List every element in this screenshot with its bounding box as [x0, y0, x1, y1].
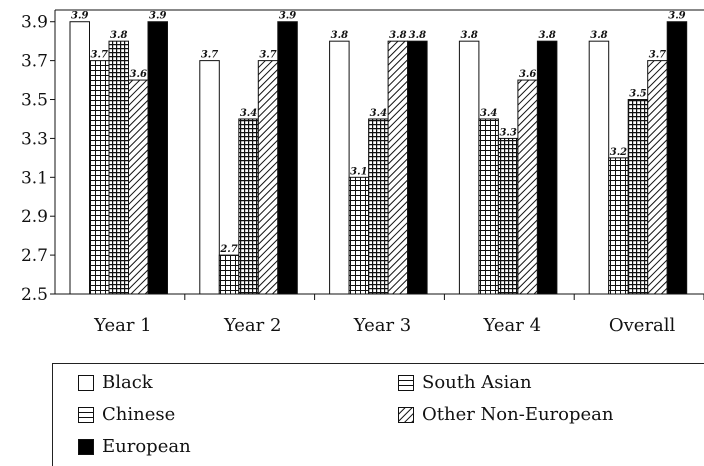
legend-item-south-asian: South Asian [398, 372, 532, 393]
legend-item-other-non-european: Other Non-European [398, 404, 614, 425]
bar-black-year-1 [69, 21, 90, 295]
legend-label: Black [102, 372, 153, 393]
data-label: 3.8 [590, 30, 607, 41]
legend-label: European [102, 436, 191, 457]
bar-chinese-year-2 [238, 118, 259, 295]
data-label: 3.8 [460, 30, 477, 41]
bar-other-non-european-year-1 [128, 79, 149, 295]
bars [69, 21, 688, 295]
bar-european-year-1 [147, 21, 168, 295]
bar-south-asian-year-2 [218, 254, 240, 295]
bar-south-asian-year-1 [89, 60, 110, 295]
data-label: 3.7 [649, 50, 666, 61]
bar-other-non-european-year-4 [517, 79, 538, 295]
legend-swatch [398, 374, 414, 391]
legend-label: Chinese [102, 404, 176, 425]
legend-label: South Asian [422, 372, 532, 393]
bar-black-year-2 [199, 60, 220, 295]
bar-chinese-year-4 [497, 137, 519, 295]
bar-chinese-year-3 [368, 118, 389, 295]
legend-swatch [398, 406, 414, 423]
x-tick-label: Overall [609, 315, 676, 336]
bar-other-non-european-overall [647, 60, 668, 295]
data-label: 3.8 [538, 30, 555, 41]
axes: 2.5 2.7 2.9 3.1 3.3 3.5 3.7 3.9 Year 1 Year 2 Year… [21, 9, 704, 336]
data-label: 3.7 [201, 50, 218, 61]
bar-black-year-4 [458, 40, 480, 295]
x-tick-label: Year 2 [223, 315, 281, 336]
y-tick-label: 2.5 [21, 285, 48, 305]
bar-south-asian-year-3 [348, 176, 370, 295]
data-label: 3.8 [389, 30, 406, 41]
bar-black-overall [588, 40, 610, 295]
data-label: 3.4 [480, 108, 497, 119]
bar-european-overall [666, 21, 688, 295]
y-tick-label: 3.5 [21, 91, 48, 111]
x-tick-label: Year 1 [93, 315, 151, 336]
bar-chinese-overall [627, 99, 649, 295]
data-label: 3.7 [91, 50, 108, 61]
data-label: 3.6 [519, 69, 536, 80]
data-labels: 3.93.73.83.63.93.72.73.43.73.93.83.13.43… [71, 11, 686, 255]
legend-swatch [78, 438, 94, 455]
legend-item-european: European [78, 436, 191, 457]
data-label: 3.9 [149, 11, 166, 22]
bar-european-year-3 [407, 40, 428, 295]
legend-label: Other Non-European [422, 404, 614, 425]
bar-european-year-2 [277, 21, 298, 295]
bar-european-year-4 [536, 40, 558, 295]
data-label: 3.9 [71, 11, 88, 22]
y-tick-label: 2.9 [21, 207, 48, 227]
data-label: 3.1 [350, 166, 367, 177]
data-label: 3.4 [240, 108, 257, 119]
data-label: 3.8 [409, 30, 426, 41]
legend: Black South Asian Chinese Other Non-Europea… [52, 363, 704, 466]
legend-swatch [78, 374, 94, 391]
data-label: 3.8 [331, 30, 348, 41]
data-label: 3.7 [259, 50, 276, 61]
y-tick-label: 2.7 [21, 246, 48, 266]
bar-black-year-3 [329, 40, 350, 295]
data-label: 3.6 [130, 69, 147, 80]
y-tick-label: 3.7 [21, 52, 48, 72]
y-tick-label: 3.9 [21, 13, 48, 33]
y-tick-label: 3.1 [21, 168, 48, 188]
bar-other-non-european-year-2 [257, 60, 279, 295]
data-label: 3.3 [499, 127, 516, 138]
bar-chinese-year-1 [108, 40, 129, 295]
bar-other-non-european-year-3 [387, 40, 409, 295]
data-label: 2.7 [219, 244, 237, 255]
data-label: 3.5 [629, 89, 646, 100]
data-label: 3.4 [370, 108, 387, 119]
y-tick-label: 3.3 [21, 129, 48, 149]
data-label: 3.9 [668, 11, 685, 22]
legend-item-black: Black [78, 372, 153, 393]
x-tick-label: Year 4 [483, 315, 541, 336]
data-label: 3.8 [110, 30, 127, 41]
x-tick-label: Year 3 [353, 315, 411, 336]
data-label: 3.9 [279, 11, 296, 22]
bar-south-asian-overall [608, 157, 629, 295]
legend-item-chinese: Chinese [78, 404, 175, 425]
data-label: 3.2 [610, 147, 627, 158]
bar-south-asian-year-4 [478, 118, 499, 295]
legend-swatch [78, 406, 94, 423]
